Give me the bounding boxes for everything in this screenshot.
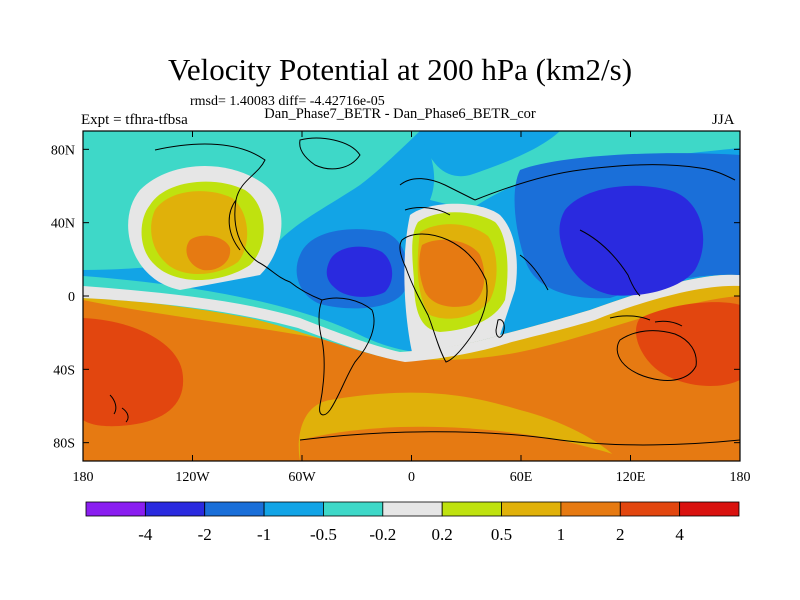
colorbar-swatch-10 (679, 501, 740, 517)
field-darkblue-atlantic (326, 246, 393, 297)
y-tick-label-0: 80N (51, 143, 75, 158)
x-tick-label-2: 60W (288, 470, 316, 485)
colorbar-swatch-4 (323, 501, 384, 517)
coastlines (109, 137, 740, 446)
colorbar-label-4: -0.2 (369, 525, 396, 544)
colorbar-swatch-6 (441, 501, 502, 517)
season-label: JJA (712, 112, 735, 128)
chart-title: Velocity Potential at 200 hPa (km2/s) (167, 52, 633, 87)
colorbar-swatch-8 (560, 501, 621, 517)
x-tick-label-1: 120W (175, 470, 210, 485)
colorbar (85, 501, 740, 517)
x-tick-label-4: 60E (510, 470, 533, 485)
field-red-southpacific (83, 318, 184, 427)
colorbar-swatch-2 (204, 501, 265, 517)
axis-ticks (82, 131, 741, 461)
colorbar-label-8: 2 (616, 525, 625, 544)
x-tick-label-6: 180 (730, 470, 751, 485)
field-darkblue-asia (559, 185, 704, 296)
coast-north-america (154, 143, 323, 301)
coast-eurasia (474, 164, 736, 297)
chart-subtitle: Dan_Phase7_BETR - Dan_Phase6_BETR_cor (264, 106, 536, 122)
colorbar-swatch-5 (382, 501, 443, 517)
coast-europe (399, 178, 476, 216)
coast-new-zealand (109, 394, 129, 423)
field-orange-northamerica (186, 235, 231, 271)
x-tick-label-0: 180 (73, 470, 94, 485)
y-tick-label-1: 40N (51, 217, 75, 232)
colorbar-label-5: 0.2 (432, 525, 453, 544)
field-orange-southpacific (83, 296, 740, 461)
colorbar-swatch-7 (501, 501, 562, 517)
colorbar-swatch-1 (144, 501, 206, 517)
contour-field (83, 131, 740, 461)
colorbar-label-7: 1 (557, 525, 566, 544)
colorbar-swatch-3 (263, 501, 324, 517)
x-tick-label-3: 0 (408, 470, 415, 485)
experiment-label: Expt = tfhra-tfbsa (81, 112, 188, 128)
coast-greenland (299, 137, 361, 170)
coast-australia (616, 330, 697, 381)
field-red-australia (635, 302, 740, 387)
colorbar-label-2: -1 (257, 525, 271, 544)
stats-label: rmsd= 1.40083 diff= -4.42716e-05 (190, 94, 385, 109)
coast-south-america (318, 297, 375, 416)
field-orange-africa (419, 239, 485, 307)
y-tick-label-2: 0 (68, 290, 75, 305)
colorbar-label-3: -0.5 (310, 525, 337, 544)
colorbar-label-0: -4 (138, 525, 153, 544)
x-tick-label-5: 120E (616, 470, 646, 485)
axis-tick-labels: 180 120W 60W 0 60E 120E 180 80N 40N 0 40S 80S (51, 143, 751, 485)
coast-indonesia (609, 315, 683, 327)
coast-africa (399, 233, 488, 363)
coast-madagascar (495, 319, 505, 338)
colorbar-swatch-0 (85, 501, 146, 517)
colorbar-labels: -4 -2 -1 -0.5 -0.2 0.2 0.5 1 2 4 (138, 525, 684, 544)
field-orange-southern-band (300, 426, 630, 461)
field-lightblue-arctic (420, 131, 560, 177)
coast-antarctica (299, 431, 740, 446)
y-tick-label-3: 40S (53, 363, 75, 378)
y-tick-label-4: 80S (53, 437, 75, 452)
colorbar-label-1: -2 (198, 525, 212, 544)
colorbar-swatch-9 (619, 501, 681, 517)
colorbar-label-6: 0.5 (491, 525, 512, 544)
colorbar-label-9: 4 (675, 525, 684, 544)
